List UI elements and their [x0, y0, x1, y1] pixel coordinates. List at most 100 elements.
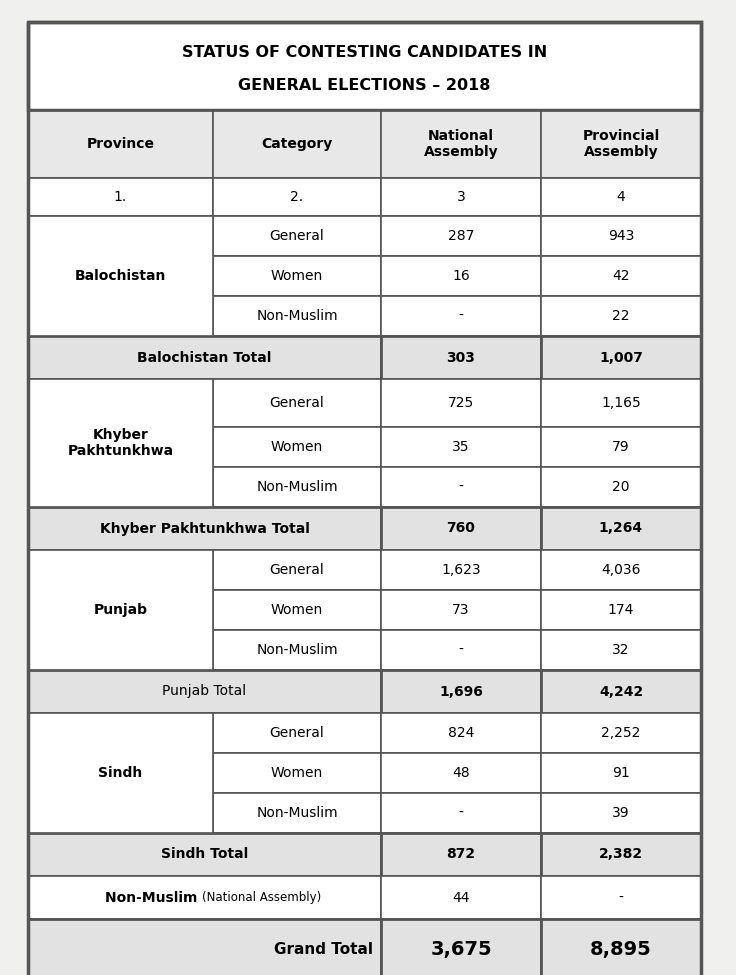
Bar: [541, 379, 701, 427]
Bar: [541, 336, 701, 379]
Bar: [28, 336, 381, 379]
Text: -: -: [618, 890, 623, 905]
Text: 760: 760: [447, 522, 475, 535]
Text: Khyber
Pakhtunkhwa: Khyber Pakhtunkhwa: [68, 428, 174, 458]
Bar: [28, 670, 381, 713]
Bar: [381, 256, 541, 296]
Text: 44: 44: [452, 890, 470, 905]
Bar: [381, 178, 541, 216]
Bar: [213, 630, 381, 670]
Bar: [28, 876, 381, 919]
Text: STATUS OF CONTESTING CANDIDATES IN: STATUS OF CONTESTING CANDIDATES IN: [182, 45, 547, 60]
Bar: [381, 670, 541, 713]
Text: 4: 4: [617, 190, 626, 204]
Bar: [213, 753, 381, 793]
Text: General: General: [269, 726, 325, 740]
Bar: [381, 110, 541, 178]
Bar: [213, 713, 381, 753]
Text: 4,242: 4,242: [599, 684, 643, 698]
Text: Non-Muslim: Non-Muslim: [256, 480, 338, 494]
Text: Balochistan Total: Balochistan Total: [138, 350, 272, 365]
Bar: [381, 467, 541, 507]
Text: 3,675: 3,675: [430, 941, 492, 959]
Text: 16: 16: [452, 269, 470, 283]
Bar: [541, 467, 701, 507]
Text: -: -: [459, 806, 464, 820]
Text: (National Assembly): (National Assembly): [202, 891, 322, 904]
Text: Punjab Total: Punjab Total: [163, 684, 247, 698]
Bar: [381, 753, 541, 793]
Text: 8,895: 8,895: [590, 941, 652, 959]
Text: 1,007: 1,007: [599, 350, 643, 365]
Bar: [381, 216, 541, 256]
Text: Sindh Total: Sindh Total: [161, 847, 248, 862]
Text: General: General: [269, 229, 325, 243]
Text: 287: 287: [447, 229, 474, 243]
Bar: [541, 178, 701, 216]
Text: 725: 725: [448, 396, 474, 410]
Bar: [541, 507, 701, 550]
Bar: [28, 256, 213, 296]
Bar: [541, 713, 701, 753]
Bar: [213, 550, 381, 590]
Text: 1,696: 1,696: [439, 684, 483, 698]
Bar: [381, 336, 541, 379]
Text: Women: Women: [271, 766, 323, 780]
Bar: [381, 550, 541, 590]
Bar: [28, 630, 213, 670]
Bar: [28, 379, 213, 427]
Text: 22: 22: [612, 309, 630, 323]
Bar: [381, 630, 541, 670]
Bar: [541, 630, 701, 670]
Bar: [541, 256, 701, 296]
Bar: [381, 713, 541, 753]
Bar: [213, 467, 381, 507]
Bar: [213, 296, 381, 336]
Bar: [381, 876, 541, 919]
Bar: [381, 833, 541, 876]
Text: 73: 73: [452, 603, 470, 617]
Text: Non-Muslim: Non-Muslim: [256, 643, 338, 657]
Text: Grand Total: Grand Total: [274, 943, 373, 957]
Text: -: -: [459, 480, 464, 494]
Text: Province: Province: [87, 137, 155, 151]
Bar: [541, 427, 701, 467]
Text: 48: 48: [452, 766, 470, 780]
Bar: [541, 670, 701, 713]
Text: Balochistan: Balochistan: [75, 269, 166, 283]
Bar: [541, 590, 701, 630]
Bar: [28, 550, 213, 670]
Text: Women: Women: [271, 603, 323, 617]
Bar: [28, 919, 381, 975]
Bar: [28, 833, 381, 876]
Text: Category: Category: [261, 137, 333, 151]
Text: 303: 303: [447, 350, 475, 365]
Text: 872: 872: [447, 847, 475, 862]
Text: -: -: [459, 309, 464, 323]
Bar: [541, 110, 701, 178]
Text: -: -: [459, 643, 464, 657]
Text: General: General: [269, 563, 325, 577]
Bar: [213, 110, 381, 178]
Text: 943: 943: [608, 229, 634, 243]
Bar: [28, 110, 213, 178]
Text: 824: 824: [447, 726, 474, 740]
Bar: [28, 467, 213, 507]
Text: 1,623: 1,623: [441, 563, 481, 577]
Text: Sindh: Sindh: [99, 766, 143, 780]
Bar: [381, 507, 541, 550]
Bar: [541, 919, 701, 975]
Text: Women: Women: [271, 269, 323, 283]
Bar: [213, 590, 381, 630]
Text: 42: 42: [612, 269, 630, 283]
Bar: [213, 178, 381, 216]
Text: Provincial
Assembly: Provincial Assembly: [582, 129, 659, 159]
Bar: [541, 876, 701, 919]
Text: 3: 3: [456, 190, 465, 204]
Bar: [28, 713, 213, 833]
Bar: [28, 507, 381, 550]
Bar: [28, 713, 213, 753]
Text: 35: 35: [452, 440, 470, 454]
Bar: [541, 216, 701, 256]
Bar: [28, 550, 213, 590]
